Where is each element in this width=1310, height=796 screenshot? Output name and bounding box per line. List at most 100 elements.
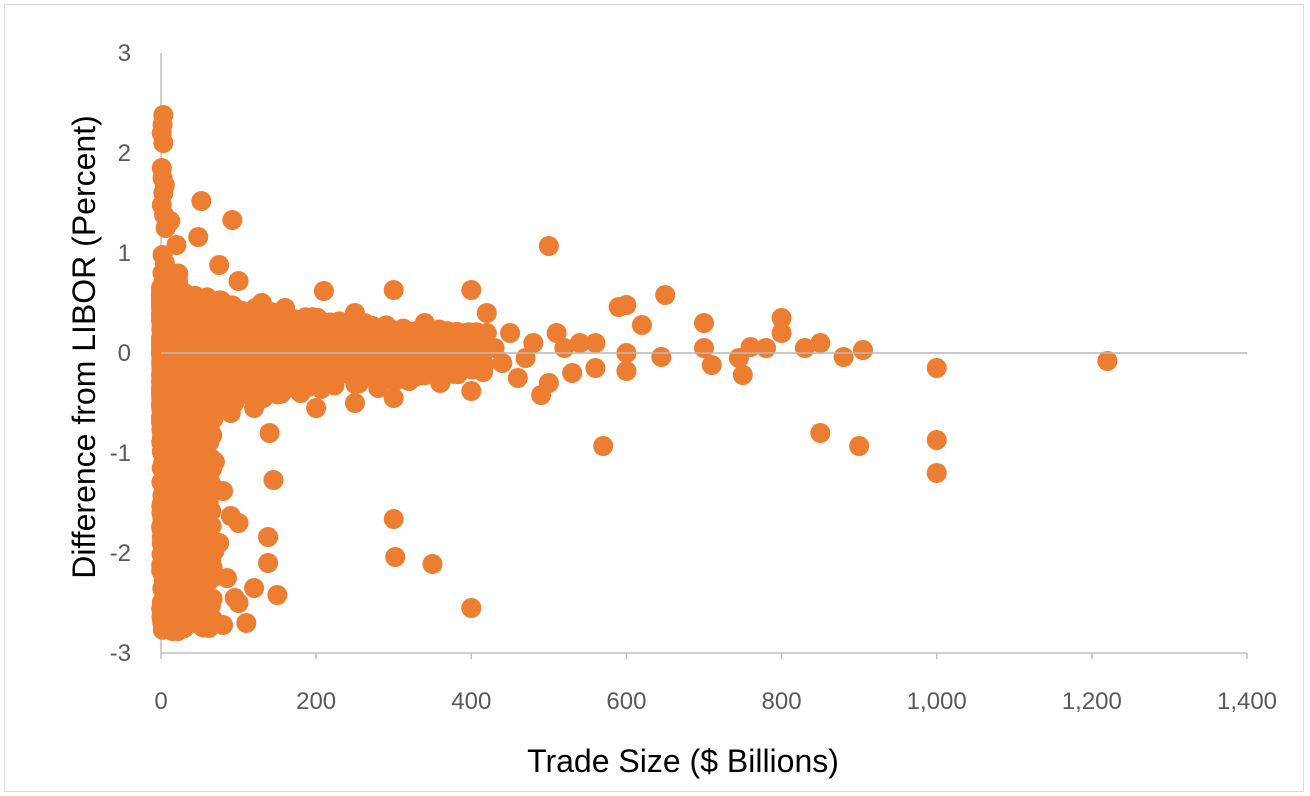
data-point [298, 313, 319, 333]
data-point [771, 308, 792, 328]
data-point [430, 373, 451, 393]
data-point [157, 328, 178, 348]
data-point [1097, 351, 1118, 371]
data-point [382, 367, 403, 388]
data-point [523, 333, 544, 353]
data-point [306, 398, 327, 418]
data-point [546, 323, 567, 343]
data-point [158, 503, 179, 523]
data-point [182, 298, 203, 318]
chart-frame: 0 200 400 600 800 1,000 1,200 1,400 -3 -2 -1 0 1 2 3 T… [4, 4, 1304, 792]
data-point [694, 338, 714, 358]
data-point [216, 568, 237, 588]
data-point [162, 358, 183, 378]
data-point [244, 398, 265, 418]
data-point [166, 453, 187, 473]
data-point [191, 191, 212, 211]
data-point [188, 227, 209, 247]
data-point [631, 315, 652, 335]
data-point [152, 303, 173, 323]
data-point [185, 443, 206, 463]
x-tick-label: 600 [606, 688, 646, 715]
data-point [344, 303, 365, 323]
data-point [569, 333, 590, 353]
x-tick-label: 1,200 [1062, 688, 1122, 715]
data-point [166, 235, 187, 255]
data-point [343, 360, 364, 381]
data-point [655, 285, 676, 305]
tick-labels-layer: 0 200 400 600 800 1,000 1,200 1,400 -3 -2 -1 0 1 2 3 [110, 40, 1277, 715]
data-point [320, 372, 341, 393]
x-tick-label: 200 [296, 688, 336, 715]
scatter-chart: 0 200 400 600 800 1,000 1,200 1,400 -3 -2 -1 0 1 2 3 T… [66, 40, 1277, 779]
data-point [399, 328, 420, 348]
data-point [344, 393, 365, 413]
data-point [155, 218, 176, 238]
data-point [209, 255, 230, 275]
data-point [833, 347, 854, 367]
data-point [732, 365, 753, 385]
data-point [383, 388, 404, 408]
data-point [461, 381, 482, 401]
data-point [926, 463, 947, 483]
data-point [182, 468, 203, 488]
data-point [202, 588, 223, 609]
data-point [185, 613, 206, 633]
data-point [244, 578, 265, 598]
data-point [160, 438, 181, 458]
data-point [174, 283, 195, 303]
data-point [164, 398, 185, 418]
data-point [259, 423, 280, 443]
data-point [182, 413, 203, 433]
data-point [538, 236, 559, 256]
data-point [222, 210, 243, 230]
x-tick-label: 0 [154, 688, 167, 715]
data-point [201, 548, 222, 568]
data-point [608, 297, 629, 317]
data-point [422, 554, 443, 574]
data-point [507, 368, 528, 388]
data-points-layer [151, 105, 1247, 641]
x-tick-label: 1,400 [1217, 688, 1277, 715]
data-point [193, 348, 214, 368]
x-tick-label: 1,000 [907, 688, 967, 715]
data-point [209, 533, 230, 553]
data-point [810, 423, 831, 443]
data-point [926, 358, 947, 378]
data-point [290, 383, 311, 403]
y-tick-label: -2 [110, 540, 131, 567]
data-point [275, 298, 296, 318]
data-point [282, 333, 303, 353]
data-point [259, 353, 280, 373]
data-point [794, 338, 815, 358]
data-point [461, 280, 482, 300]
data-point [220, 403, 241, 423]
data-point [406, 353, 427, 373]
data-point [585, 333, 606, 353]
data-point [383, 509, 404, 529]
data-point [756, 338, 777, 358]
data-point [258, 527, 279, 547]
data-point [701, 355, 722, 375]
data-point [183, 539, 204, 560]
data-point [484, 338, 505, 358]
data-point [247, 318, 268, 338]
data-point [360, 363, 381, 383]
data-point [168, 605, 189, 625]
data-point [197, 323, 218, 343]
data-point [476, 303, 497, 323]
data-point [193, 518, 214, 538]
y-tick-label: 0 [118, 340, 131, 367]
data-point [166, 313, 187, 333]
data-point [220, 506, 241, 526]
y-tick-label: 1 [118, 240, 131, 267]
data-point [228, 271, 249, 291]
data-point [853, 340, 874, 360]
y-tick-label: -3 [110, 640, 131, 667]
data-point [162, 523, 183, 543]
data-point [385, 547, 406, 567]
data-point [174, 483, 195, 503]
data-point [278, 358, 299, 378]
data-point [170, 563, 191, 583]
data-point [500, 323, 521, 343]
